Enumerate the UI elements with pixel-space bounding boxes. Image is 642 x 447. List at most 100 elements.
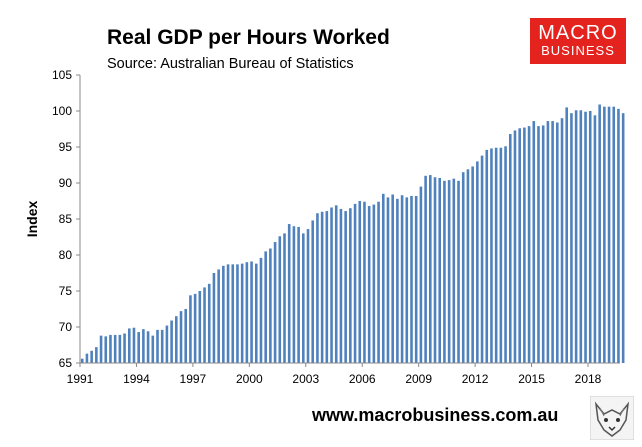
bar [617,108,620,363]
bar [461,172,465,363]
bar [414,195,418,363]
bar [170,320,173,363]
bar [302,233,305,363]
x-tick-label: 2003 [292,372,319,386]
bar [156,329,159,363]
bar [80,358,84,363]
bar [391,194,394,363]
bar [349,208,352,363]
bar [118,334,122,363]
bar [400,195,404,363]
y-tick-label: 90 [59,176,73,190]
y-tick-label: 75 [59,284,73,298]
bar [123,333,126,363]
bar [386,197,390,363]
bar [499,147,503,363]
bar [217,269,220,363]
bar [363,201,366,363]
bar [612,106,616,364]
y-tick-label: 100 [52,104,72,118]
bar [283,233,286,363]
logo-line-2: BUSINESS [541,43,615,58]
bar [621,113,625,363]
bar [358,201,362,363]
bar [212,273,216,363]
bar [419,186,423,363]
bar [480,155,484,363]
chart-title: Real GDP per Hours Worked [107,26,390,49]
bar [207,283,211,363]
bar [443,180,446,363]
bar [137,332,140,363]
bar [254,263,258,363]
bar [452,178,456,363]
bar [278,236,282,363]
bar [518,128,521,363]
bar [410,195,413,363]
bar [231,264,235,363]
bar [142,329,145,363]
bar [570,113,573,363]
bar [90,350,93,363]
bar [471,166,474,363]
bar [259,257,263,363]
bar [146,331,150,363]
bar [250,261,253,363]
x-tick-label: 1997 [180,372,207,386]
logo-line-1: MACRO [538,22,618,44]
bar [593,115,597,363]
bar [95,347,98,363]
bar [513,130,517,363]
bar [127,328,131,363]
bar [574,110,578,363]
macrobusiness-logo: MACRO BUSINESS [530,18,626,64]
bar [485,149,489,363]
bar [109,334,112,363]
bar [85,353,89,363]
bar [334,205,338,363]
bar [151,335,155,363]
bar [541,125,545,364]
x-tick-label: 1994 [123,372,150,386]
bar [203,287,206,363]
bar [372,204,376,363]
y-tick-label: 65 [59,356,73,370]
bar [297,226,300,363]
x-tick-label: 2006 [349,372,376,386]
bar [556,122,559,364]
bar [381,193,385,363]
bar [588,111,592,363]
bar [447,180,451,363]
bar [193,293,197,363]
bar [330,207,333,363]
bar [424,175,427,363]
bar [433,177,437,363]
bar [598,104,601,364]
bar [175,316,178,363]
chart-subtitle: Source: Australian Bureau of Statistics [107,56,354,72]
bar [311,220,315,363]
bar [104,336,108,363]
y-tick-label: 85 [59,212,73,226]
bar [584,111,587,363]
bar [292,226,296,363]
y-tick-label: 70 [59,320,73,334]
bar [532,121,536,363]
bar [165,325,169,363]
bar [339,208,343,363]
bar [240,263,244,363]
x-tick-label: 2018 [575,372,602,386]
bar [490,148,493,363]
bar [160,329,164,363]
bar [236,264,239,363]
bar [476,161,479,363]
bar [344,211,347,363]
bar [226,264,230,363]
x-tick-label: 1991 [67,372,94,386]
fox-sketch-icon [590,396,634,440]
bar [353,203,357,363]
y-tick-label: 105 [52,68,72,82]
bar [607,106,611,364]
bar [316,213,319,363]
